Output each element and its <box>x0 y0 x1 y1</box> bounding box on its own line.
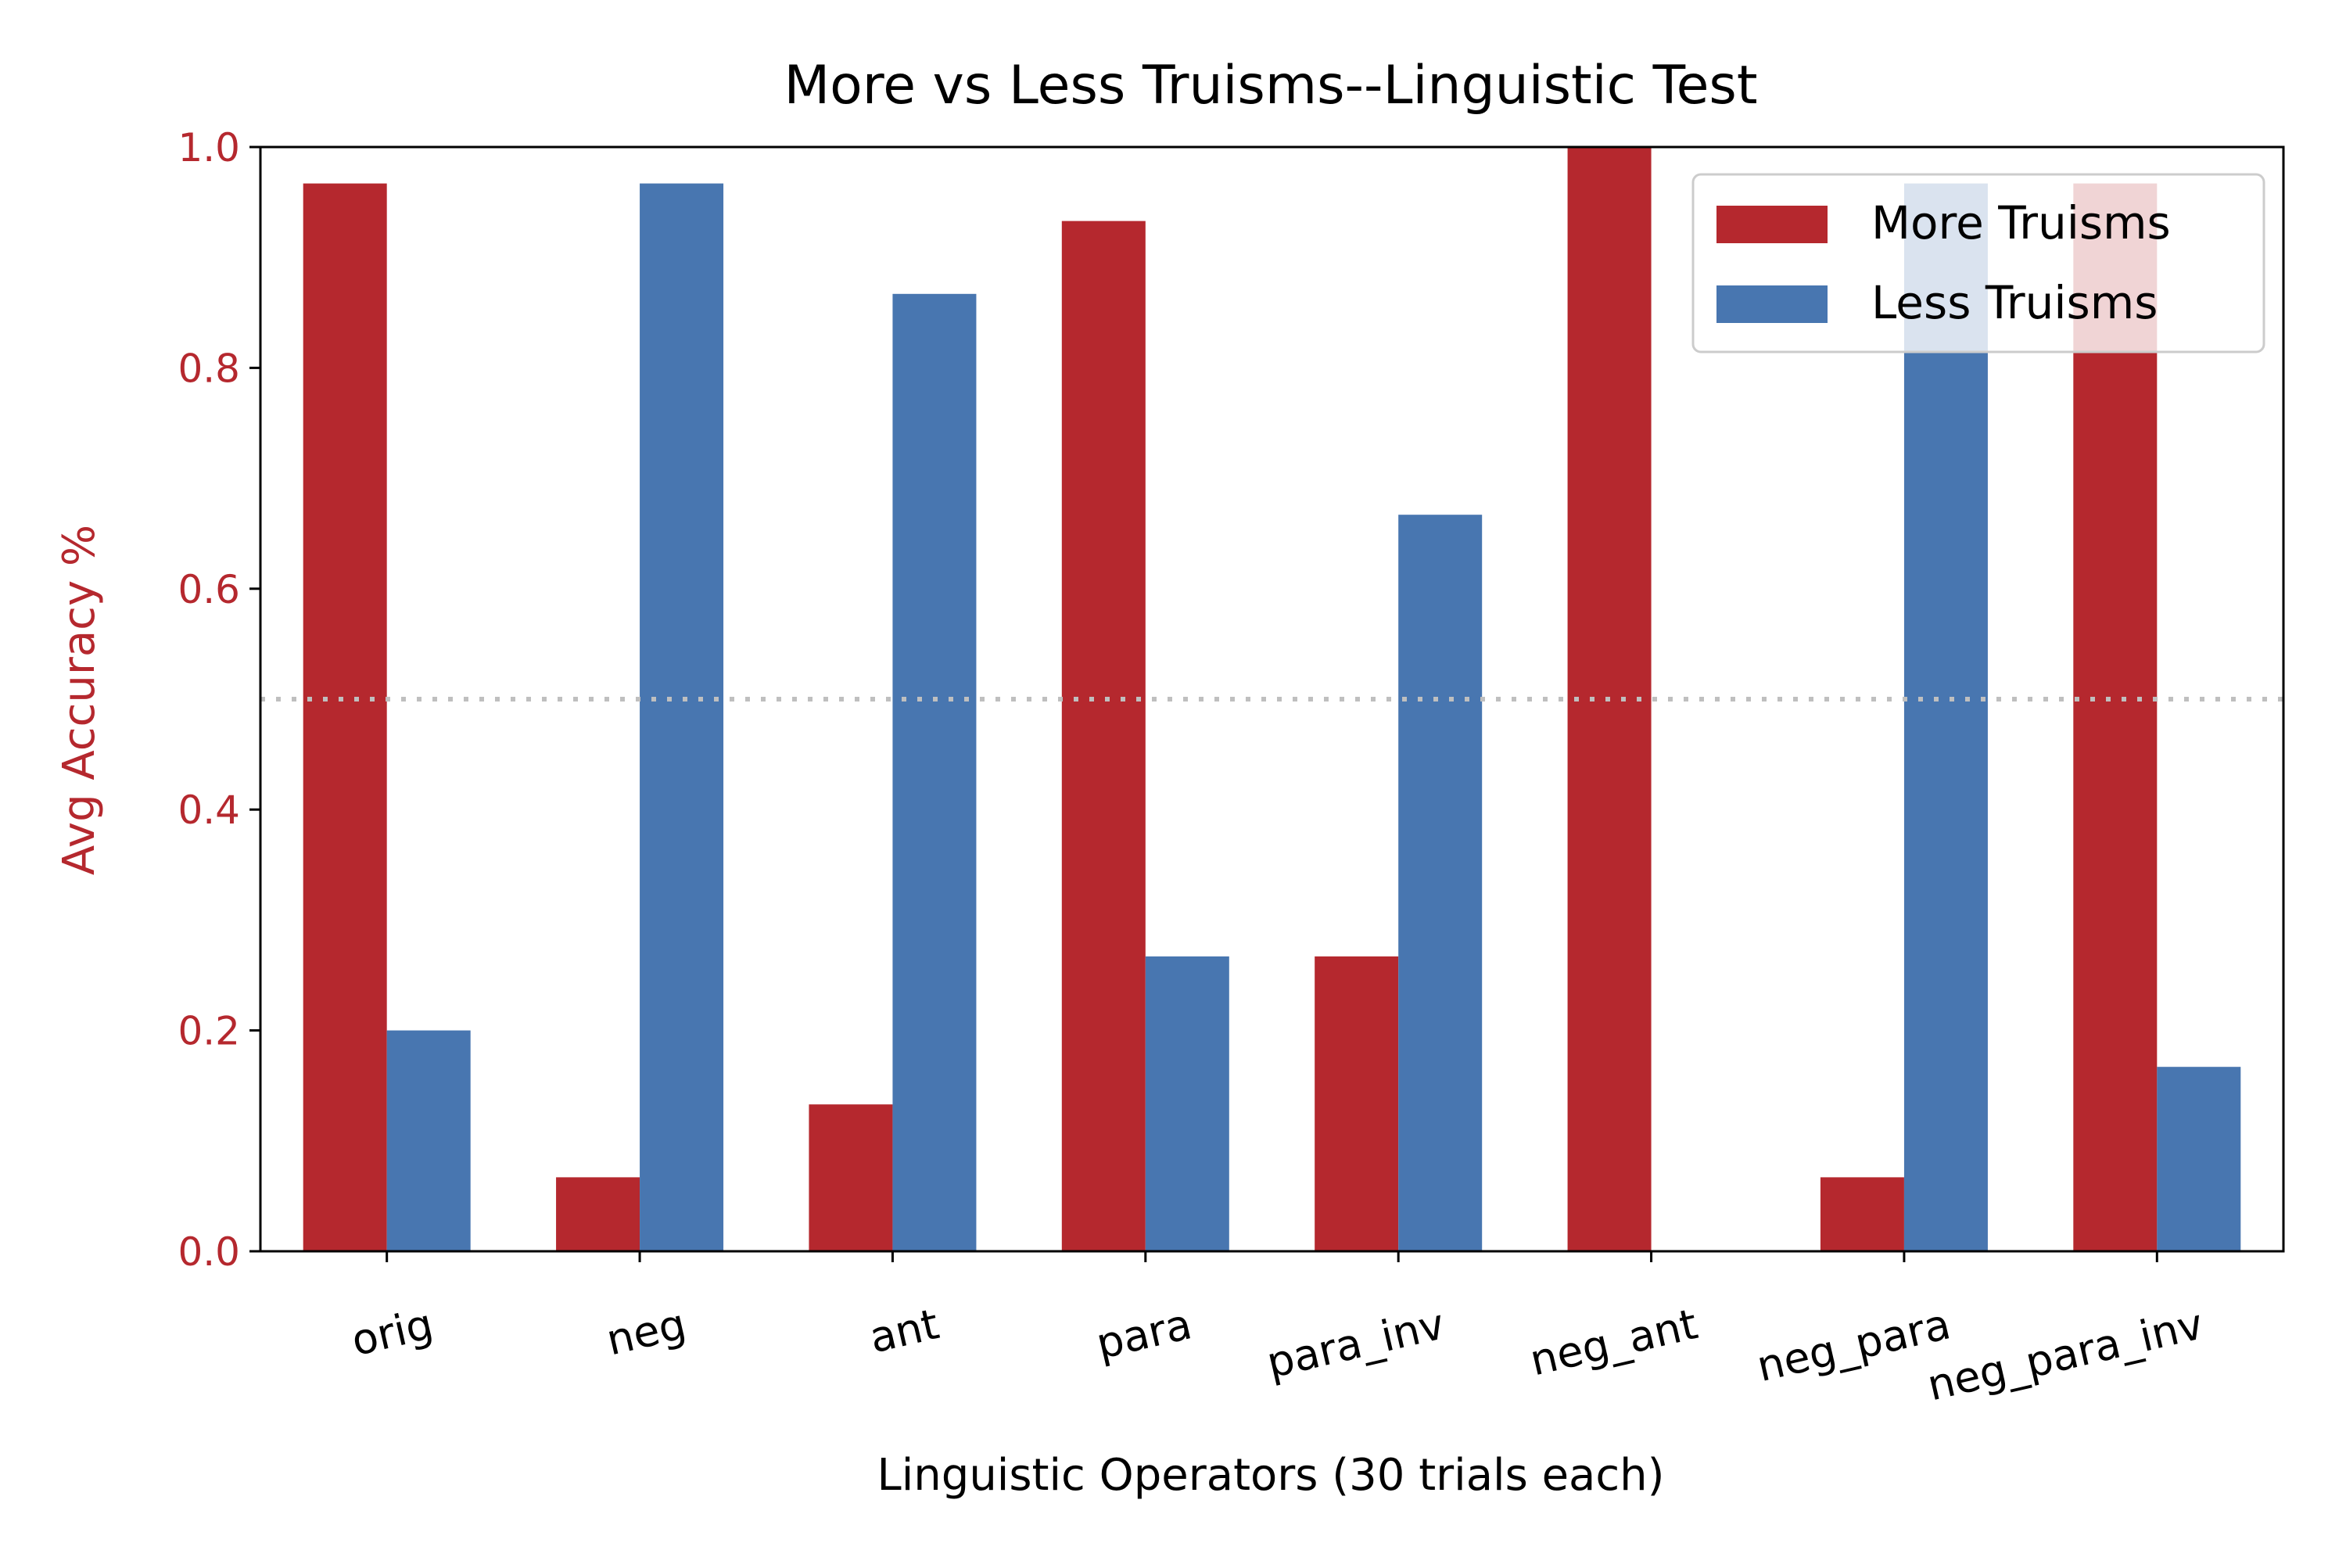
legend-box <box>1691 173 2265 353</box>
y-tick-label-0.8: 0.8 <box>178 346 240 391</box>
legend: More Truisms Less Truisms <box>1691 173 2265 353</box>
bar-more-neg <box>556 1177 640 1251</box>
bar-less-neg_para <box>1903 183 1988 1252</box>
axes-frame <box>259 145 2285 1253</box>
y-tick-label-0.0: 0.0 <box>178 1229 240 1275</box>
bar-less-neg_para_inv <box>2157 1067 2241 1251</box>
bar-less-orig <box>386 1030 471 1251</box>
plot-area: 0.0 0.2 0.4 0.6 0.8 1.0 orig neg ant para para_inv… <box>178 125 2285 1411</box>
x-tick-label-ant: ant <box>865 1299 943 1362</box>
bar-less-para_inv <box>1398 515 1483 1251</box>
x-tick-label-para_inv: para_inv <box>1262 1299 1449 1387</box>
bar-less-ant <box>892 293 977 1251</box>
legend-label-more: More Truisms <box>1871 196 2171 249</box>
bar-less-neg <box>640 183 724 1252</box>
y-tick-label-0.2: 0.2 <box>178 1009 240 1054</box>
bar-more-orig <box>303 183 387 1252</box>
y-tick-label-0.4: 0.4 <box>178 788 240 833</box>
x-tick-label-neg: neg <box>602 1299 691 1365</box>
x-tick-label-orig: orig <box>347 1299 438 1365</box>
bar-more-ant <box>809 1104 893 1251</box>
y-axis-label: Avg Accuracy % <box>54 525 105 875</box>
legend-swatch-less <box>1716 285 1828 323</box>
x-tick-label-para: para <box>1092 1299 1196 1369</box>
bar-more-para <box>1061 221 1146 1251</box>
x-axis-label: Linguistic Operators (30 trials each) <box>877 1450 1665 1501</box>
x-tick-label-neg_para_inv: neg_para_inv <box>1923 1299 2208 1410</box>
bar-less-para <box>1145 956 1229 1251</box>
legend-label-less: Less Truisms <box>1871 276 2158 329</box>
y-tick-label-0.6: 0.6 <box>178 567 240 612</box>
bar-more-para_inv <box>1315 956 1399 1251</box>
bar-more-neg_para_inv <box>2073 183 2158 1252</box>
x-tick-label-neg_ant: neg_ant <box>1526 1299 1702 1385</box>
x-tick-label-neg_para: neg_para <box>1752 1299 1955 1391</box>
chart-title: More vs Less Truisms--Linguistic Test <box>784 55 1757 117</box>
bar-more-neg_para <box>1820 1177 1904 1251</box>
legend-swatch-more <box>1716 206 1828 243</box>
y-tick-label-1.0: 1.0 <box>178 125 240 170</box>
